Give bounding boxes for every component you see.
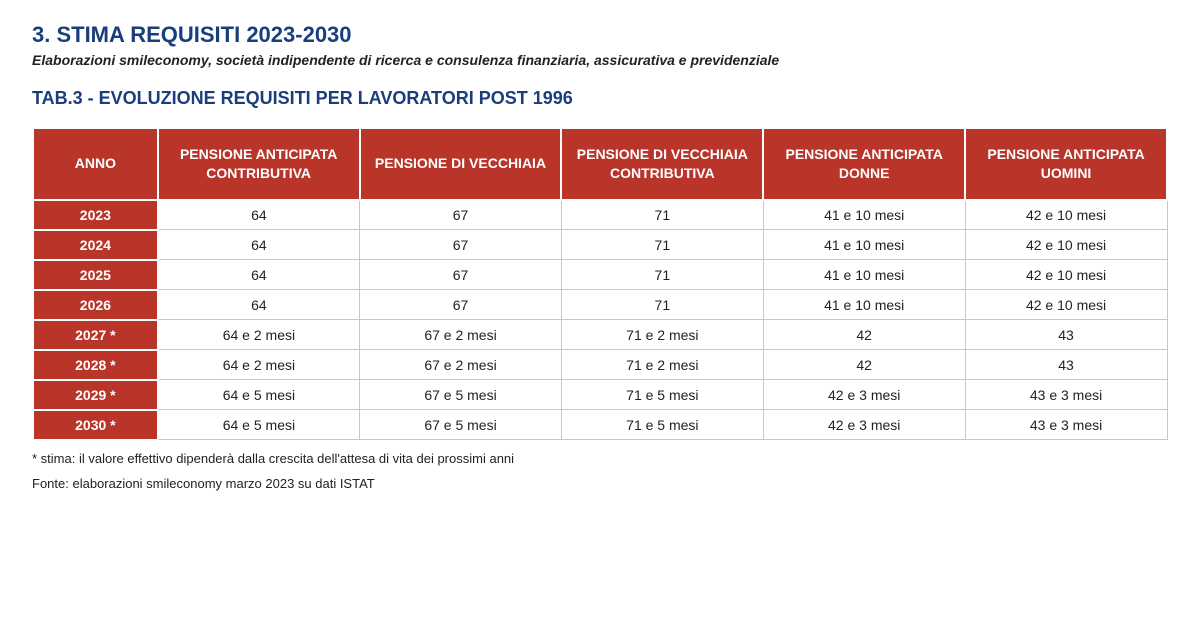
table-row: 2028 * 64 e 2 mesi 67 e 2 mesi 71 e 2 me… (33, 350, 1167, 380)
cell-value: 67 e 5 mesi (360, 380, 562, 410)
cell-value: 42 (763, 350, 965, 380)
cell-value: 67 (360, 290, 562, 320)
cell-value: 42 e 10 mesi (965, 200, 1167, 230)
cell-value: 42 e 3 mesi (763, 380, 965, 410)
cell-value: 42 e 10 mesi (965, 230, 1167, 260)
cell-year: 2026 (33, 290, 158, 320)
cell-value: 71 (561, 290, 763, 320)
cell-year: 2030 * (33, 410, 158, 440)
cell-value: 71 (561, 260, 763, 290)
cell-value: 41 e 10 mesi (763, 200, 965, 230)
section-title: 3. STIMA REQUISITI 2023-2030 (32, 22, 1168, 48)
cell-value: 64 (158, 230, 360, 260)
cell-value: 67 (360, 200, 562, 230)
cell-year: 2025 (33, 260, 158, 290)
cell-year: 2029 * (33, 380, 158, 410)
cell-value: 67 e 2 mesi (360, 350, 562, 380)
cell-value: 71 e 5 mesi (561, 410, 763, 440)
cell-value: 67 (360, 230, 562, 260)
col-header-vecchiaia-contributiva: PENSIONE DI VECCHIAIA CONTRIBUTIVA (561, 128, 763, 200)
cell-value: 64 e 5 mesi (158, 380, 360, 410)
cell-year: 2027 * (33, 320, 158, 350)
requisiti-table: ANNO PENSIONE ANTICIPATA CONTRIBUTIVA PE… (32, 127, 1168, 441)
cell-value: 71 e 5 mesi (561, 380, 763, 410)
cell-value: 42 e 10 mesi (965, 290, 1167, 320)
table-row: 2027 * 64 e 2 mesi 67 e 2 mesi 71 e 2 me… (33, 320, 1167, 350)
table-row: 2030 * 64 e 5 mesi 67 e 5 mesi 71 e 5 me… (33, 410, 1167, 440)
col-header-anticipata-donne: PENSIONE ANTICIPATA DONNE (763, 128, 965, 200)
cell-value: 71 e 2 mesi (561, 320, 763, 350)
cell-value: 67 (360, 260, 562, 290)
cell-value: 41 e 10 mesi (763, 260, 965, 290)
cell-value: 43 e 3 mesi (965, 380, 1167, 410)
cell-year: 2028 * (33, 350, 158, 380)
col-header-anticipata-uomini: PENSIONE ANTICIPATA UOMINI (965, 128, 1167, 200)
cell-value: 43 e 3 mesi (965, 410, 1167, 440)
table-body: 2023 64 67 71 41 e 10 mesi 42 e 10 mesi … (33, 200, 1167, 440)
cell-value: 43 (965, 350, 1167, 380)
table-header-row: ANNO PENSIONE ANTICIPATA CONTRIBUTIVA PE… (33, 128, 1167, 200)
cell-value: 42 e 10 mesi (965, 260, 1167, 290)
cell-value: 64 (158, 290, 360, 320)
cell-value: 71 (561, 200, 763, 230)
cell-value: 67 e 2 mesi (360, 320, 562, 350)
cell-value: 41 e 10 mesi (763, 230, 965, 260)
cell-value: 42 (763, 320, 965, 350)
cell-value: 42 e 3 mesi (763, 410, 965, 440)
cell-value: 64 e 2 mesi (158, 350, 360, 380)
col-header-anticipata-contributiva: PENSIONE ANTICIPATA CONTRIBUTIVA (158, 128, 360, 200)
cell-year: 2023 (33, 200, 158, 230)
cell-value: 64 e 2 mesi (158, 320, 360, 350)
table-title: TAB.3 - EVOLUZIONE REQUISITI PER LAVORAT… (32, 88, 1168, 109)
cell-value: 43 (965, 320, 1167, 350)
table-row: 2023 64 67 71 41 e 10 mesi 42 e 10 mesi (33, 200, 1167, 230)
table-row: 2026 64 67 71 41 e 10 mesi 42 e 10 mesi (33, 290, 1167, 320)
source-line: Fonte: elaborazioni smileconomy marzo 20… (32, 476, 1168, 491)
table-row: 2024 64 67 71 41 e 10 mesi 42 e 10 mesi (33, 230, 1167, 260)
cell-value: 64 (158, 260, 360, 290)
footnote: * stima: il valore effettivo dipenderà d… (32, 451, 1168, 466)
table-row: 2029 * 64 e 5 mesi 67 e 5 mesi 71 e 5 me… (33, 380, 1167, 410)
cell-value: 67 e 5 mesi (360, 410, 562, 440)
section-subtitle: Elaborazioni smileconomy, società indipe… (32, 52, 1168, 68)
col-header-vecchiaia: PENSIONE DI VECCHIAIA (360, 128, 562, 200)
cell-value: 41 e 10 mesi (763, 290, 965, 320)
cell-value: 71 (561, 230, 763, 260)
cell-value: 71 e 2 mesi (561, 350, 763, 380)
cell-value: 64 e 5 mesi (158, 410, 360, 440)
table-row: 2025 64 67 71 41 e 10 mesi 42 e 10 mesi (33, 260, 1167, 290)
cell-value: 64 (158, 200, 360, 230)
cell-year: 2024 (33, 230, 158, 260)
col-header-anno: ANNO (33, 128, 158, 200)
